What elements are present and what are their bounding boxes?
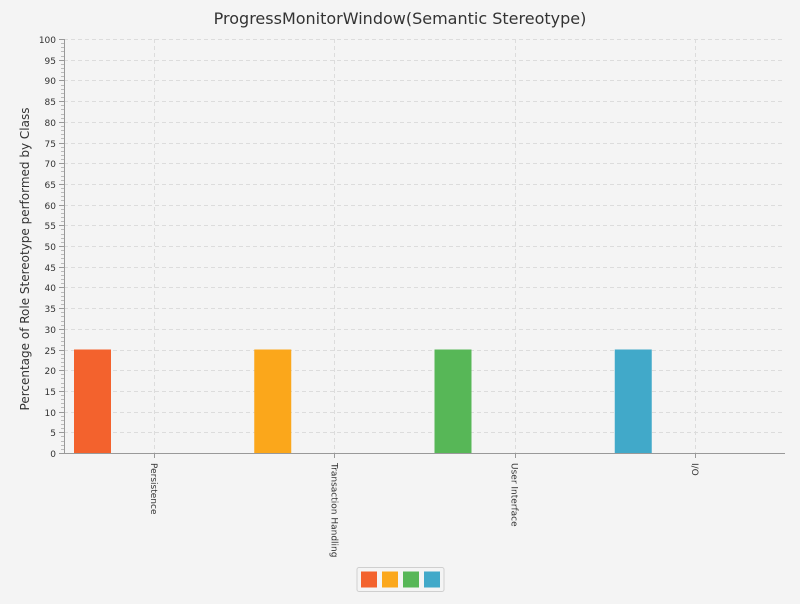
y-tick-label: 30 xyxy=(45,326,57,336)
legend-swatch[interactable] xyxy=(361,571,377,588)
bar-transaction-handling[interactable] xyxy=(254,349,292,454)
y-tick-label: 95 xyxy=(45,57,56,67)
y-tick-label: 10 xyxy=(45,409,57,419)
y-tick-label: 0 xyxy=(50,450,56,460)
y-tick-label: 60 xyxy=(45,202,57,212)
legend-swatch[interactable] xyxy=(403,571,419,588)
bar-persistence[interactable] xyxy=(74,349,111,454)
y-tick-label: 45 xyxy=(45,264,56,274)
y-tick-label: 20 xyxy=(45,367,57,377)
x-tick-labels: Persistence Transaction Handling User Inte… xyxy=(148,462,699,557)
y-tick-label: 85 xyxy=(45,98,56,108)
y-tick-label: 40 xyxy=(45,284,57,294)
y-tick-label: 100 xyxy=(39,36,56,46)
chart-title: ProgressMonitorWindow(Semantic Stereotyp… xyxy=(214,9,587,28)
y-tick-label: 75 xyxy=(45,140,56,150)
y-tick-label: 70 xyxy=(45,160,57,170)
y-tick-label: 50 xyxy=(45,243,57,253)
bar-user-interface[interactable] xyxy=(434,349,472,454)
y-tick-label: 5 xyxy=(50,429,56,439)
y-tick-label: 35 xyxy=(45,305,56,315)
x-tick-label: Persistence xyxy=(148,463,158,515)
y-tick-label: 25 xyxy=(45,347,56,357)
y-tick-label: 15 xyxy=(45,388,56,398)
y-axis-label: Percentage of Role Stereotype performed … xyxy=(18,108,32,411)
y-tick-label: 55 xyxy=(45,222,56,232)
y-tick-label: 80 xyxy=(45,119,57,129)
y-tick-label: 65 xyxy=(45,181,56,191)
legend[interactable] xyxy=(356,567,445,592)
y-tick-label: 90 xyxy=(45,77,57,87)
bars xyxy=(74,349,652,454)
x-tick-label: Transaction Handling xyxy=(328,462,338,557)
legend-box xyxy=(356,567,445,592)
bar-i-o[interactable] xyxy=(614,349,652,454)
x-tick-label: User Interface xyxy=(509,463,519,527)
x-tick-label: I/O xyxy=(689,463,699,476)
grid-lines xyxy=(64,39,785,453)
legend-swatch[interactable] xyxy=(382,571,398,588)
axes: 0 5 10 15 20 25 30 35 40 45 50 55 60 65 70 75 80 85 90 95 10… xyxy=(39,36,785,460)
legend-swatch[interactable] xyxy=(424,571,440,588)
